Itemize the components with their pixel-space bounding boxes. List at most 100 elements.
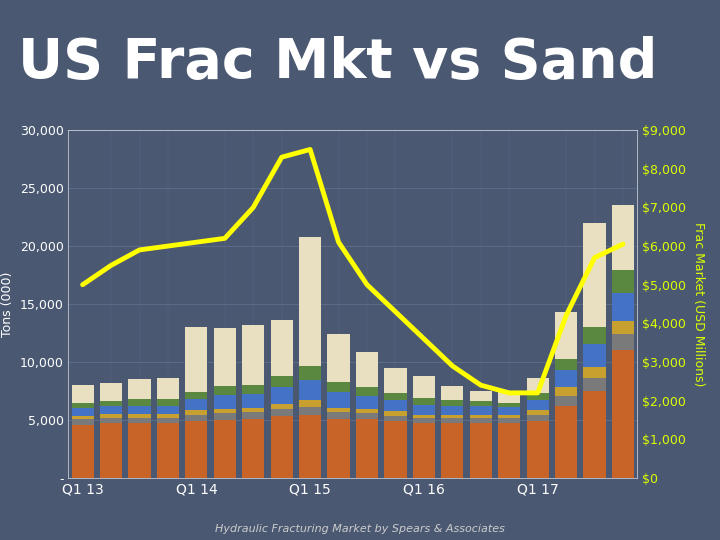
Bar	[356, 387, 378, 396]
Bar	[128, 399, 150, 406]
Bar	[555, 359, 577, 370]
Bar	[469, 401, 492, 406]
Bar	[157, 378, 179, 399]
Bar	[128, 380, 150, 399]
Bar	[526, 410, 549, 415]
Bar	[128, 406, 150, 415]
Bar	[356, 396, 378, 409]
Bar	[612, 293, 634, 321]
Bar	[328, 382, 350, 392]
Bar	[214, 413, 236, 420]
Bar	[185, 415, 207, 421]
Bar	[413, 418, 435, 423]
Bar	[242, 325, 264, 385]
Bar	[100, 423, 122, 478]
Bar	[555, 387, 577, 396]
Bar	[498, 423, 521, 478]
Bar	[185, 399, 207, 410]
Bar	[583, 367, 606, 378]
Bar	[356, 419, 378, 478]
Bar	[157, 399, 179, 406]
Bar	[413, 423, 435, 478]
Bar	[242, 385, 264, 394]
Bar	[413, 376, 435, 398]
Bar	[384, 400, 407, 411]
Bar	[498, 402, 521, 407]
Bar	[328, 419, 350, 478]
Bar	[100, 401, 122, 407]
Bar	[384, 411, 407, 416]
Bar	[413, 398, 435, 405]
Bar	[441, 400, 464, 406]
Bar	[583, 344, 606, 367]
Bar	[271, 416, 293, 478]
Bar	[100, 407, 122, 415]
Bar	[612, 334, 634, 350]
Bar	[157, 423, 179, 478]
Bar	[185, 392, 207, 399]
Bar	[328, 408, 350, 412]
Bar	[271, 409, 293, 416]
Bar	[413, 415, 435, 418]
Bar	[71, 403, 94, 408]
Text: US Frac Mkt vs Sand: US Frac Mkt vs Sand	[18, 36, 657, 90]
Bar	[128, 415, 150, 418]
Bar	[185, 410, 207, 415]
Bar	[128, 423, 150, 478]
Bar	[299, 407, 321, 415]
Y-axis label: Tons (000): Tons (000)	[1, 271, 14, 337]
Bar	[71, 420, 94, 424]
Bar	[526, 378, 549, 394]
Bar	[185, 327, 207, 392]
Bar	[271, 376, 293, 387]
Bar	[328, 412, 350, 419]
Bar	[71, 385, 94, 403]
Bar	[555, 370, 577, 387]
Bar	[583, 327, 606, 344]
Bar	[271, 403, 293, 409]
Bar	[526, 394, 549, 400]
Bar	[157, 418, 179, 423]
Bar	[356, 409, 378, 413]
Y-axis label: Frac Market (USD Millions): Frac Market (USD Millions)	[692, 222, 705, 386]
Bar	[583, 223, 606, 327]
Bar	[526, 400, 549, 410]
Bar	[242, 408, 264, 412]
Bar	[526, 421, 549, 478]
Bar	[441, 423, 464, 478]
Bar	[498, 407, 521, 415]
Bar	[271, 320, 293, 376]
Bar	[583, 391, 606, 478]
Bar	[71, 424, 94, 478]
Bar	[469, 415, 492, 418]
Bar	[214, 409, 236, 413]
Bar	[384, 368, 407, 393]
Bar	[100, 415, 122, 418]
Bar	[612, 350, 634, 478]
Bar	[384, 421, 407, 478]
Bar	[612, 321, 634, 334]
Bar	[71, 416, 94, 420]
Bar	[356, 413, 378, 419]
Bar	[498, 415, 521, 418]
Bar	[555, 312, 577, 359]
Bar	[384, 416, 407, 421]
Bar	[299, 415, 321, 478]
Bar	[441, 386, 464, 400]
Bar	[185, 421, 207, 478]
Bar	[356, 352, 378, 387]
Bar	[271, 387, 293, 403]
Bar	[469, 418, 492, 423]
Bar	[242, 412, 264, 419]
Bar	[441, 406, 464, 415]
Bar	[328, 334, 350, 382]
Bar	[214, 328, 236, 387]
Bar	[498, 418, 521, 423]
Bar	[100, 383, 122, 401]
Bar	[299, 400, 321, 407]
Bar	[299, 366, 321, 380]
Bar	[612, 206, 634, 271]
Bar	[214, 420, 236, 478]
Bar	[469, 423, 492, 478]
Bar	[612, 271, 634, 293]
